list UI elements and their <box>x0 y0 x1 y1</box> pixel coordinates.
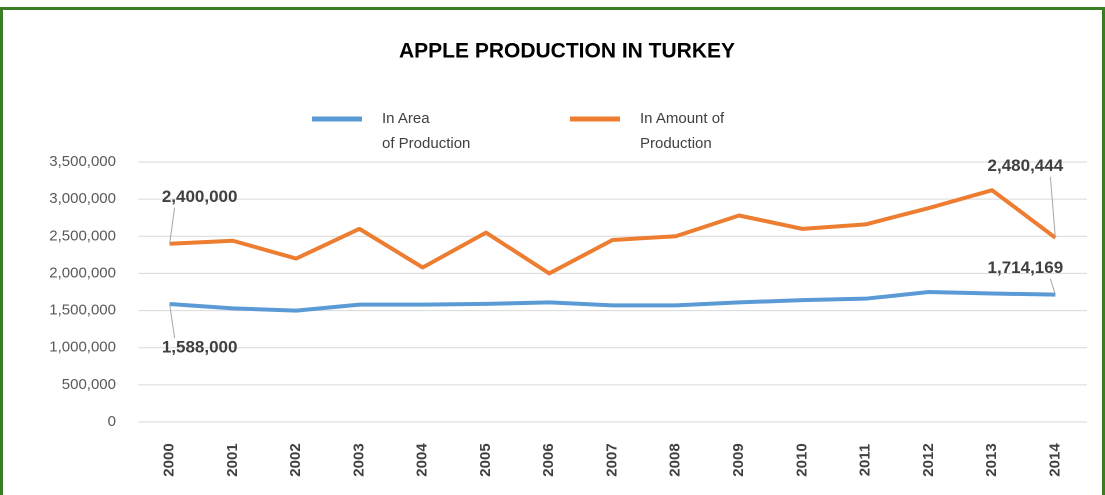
y-tick-label: 500,000 <box>62 376 116 393</box>
x-tick-label: 2003 <box>350 443 367 476</box>
y-tick-label: 2,000,000 <box>49 264 116 281</box>
leader-line <box>1049 278 1056 295</box>
series-line <box>169 290 1056 313</box>
data-label: 1,588,000 <box>162 338 238 357</box>
x-tick-label: 2005 <box>477 443 494 476</box>
x-tick-label: 2006 <box>540 443 557 476</box>
y-tick-label: 0 <box>108 413 116 430</box>
x-tick-label: 2009 <box>730 443 747 476</box>
x-tick-label: 2014 <box>1046 443 1063 477</box>
leader-line <box>169 303 176 339</box>
x-tick-label: 2001 <box>224 443 241 476</box>
x-tick-label: 2013 <box>983 443 1000 476</box>
x-tick-label: 2011 <box>857 444 874 477</box>
legend-label: In Area of Production <box>382 110 470 152</box>
x-tick-label: 2002 <box>287 443 304 476</box>
x-tick-label: 2008 <box>667 443 684 476</box>
y-tick-label: 1,500,000 <box>49 302 116 319</box>
x-tick-label: 2010 <box>793 443 810 476</box>
y-tick-label: 3,000,000 <box>49 190 116 207</box>
y-tick-label: 3,500,000 <box>49 153 116 170</box>
chart-title: APPLE PRODUCTION IN TURKEY <box>399 40 735 63</box>
data-label: 2,480,444 <box>988 156 1064 175</box>
leader-line <box>1049 176 1056 238</box>
data-label: 2,400,000 <box>162 187 238 206</box>
leader-line <box>169 207 176 244</box>
series-line <box>169 188 1057 276</box>
y-tick-label: 1,000,000 <box>49 339 116 356</box>
x-tick-label: 2004 <box>414 443 431 477</box>
data-label: 1,714,169 <box>988 258 1064 277</box>
frame <box>0 7 1105 495</box>
x-tick-label: 2000 <box>161 443 178 476</box>
x-tick-label: 2007 <box>603 443 620 476</box>
legend-label: In Amount of Production <box>640 110 725 152</box>
y-tick-label: 2,500,000 <box>49 227 116 244</box>
x-tick-label: 2012 <box>920 443 937 476</box>
